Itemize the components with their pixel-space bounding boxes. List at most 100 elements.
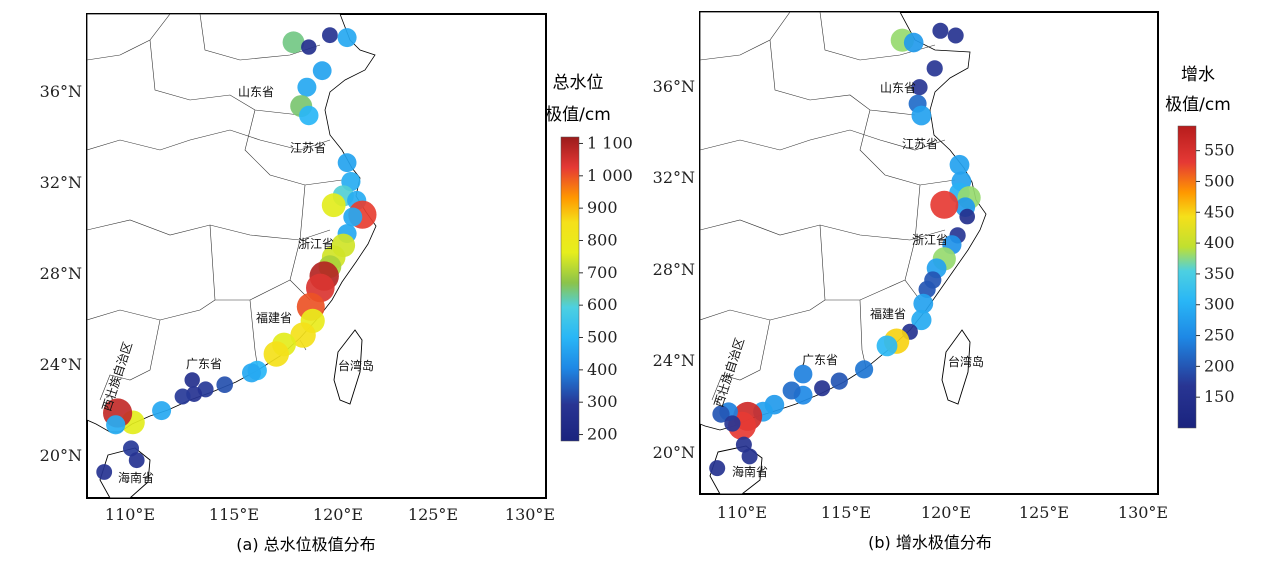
y-tick-20-b: 20°N [653, 443, 695, 462]
colorbar-b-title-1: 增水 [1181, 65, 1215, 85]
station-point [184, 372, 200, 388]
taiwan-island-b [941, 329, 971, 405]
colorbar-tick-label: 700 [587, 263, 618, 282]
station-point [322, 27, 338, 44]
colorbar-b-scale [1177, 125, 1197, 429]
station-point [932, 22, 949, 39]
label-hainan-a: 海南省 [118, 470, 154, 485]
caption-a: (a) 总水位极值分布 [236, 535, 375, 554]
colorbar-tick-label: 1 100 [587, 133, 633, 152]
station-point [337, 153, 357, 173]
station-point [830, 372, 848, 390]
colorbar-tick-label: 600 [587, 295, 618, 314]
station-point [174, 388, 191, 405]
colorbar-tick-label: 500 [587, 328, 618, 347]
y-tick-28-b: 28°N [653, 260, 695, 279]
colorbar-tick-label: 900 [587, 198, 618, 217]
colorbar-tick-label: 450 [1204, 202, 1235, 221]
station-point [870, 0, 885, 8]
y-tick-32-a: 32°N [40, 173, 82, 192]
y-tick-24-a: 24°N [40, 355, 82, 374]
station-point [911, 79, 928, 96]
station-point [741, 448, 758, 465]
label-shandong-b: 山东省 [880, 81, 916, 95]
y-tick-20-a: 20°N [40, 446, 82, 465]
station-point [343, 207, 363, 227]
y-tick-28-a: 28°N [40, 264, 82, 283]
y-tick-32-b: 32°N [653, 168, 695, 187]
axis-a: 36°N 32°N 28°N 24°N 20°N 110°E 115°E 120… [40, 82, 555, 524]
label-fujian-b: 福建省 [870, 306, 906, 321]
station-point [876, 335, 898, 357]
colorbar-tick-label: 550 [1204, 141, 1235, 160]
axis-b: 36°N 32°N 28°N 24°N 20°N 110°E 115°E 120… [653, 77, 1168, 522]
label-shandong-a: 山东省 [238, 85, 274, 99]
station-point [959, 208, 975, 225]
station-point [106, 415, 126, 435]
colorbar-tick-label: 150 [1204, 387, 1235, 406]
station-point [297, 77, 317, 97]
station-point [793, 364, 813, 384]
caption-b: (b) 增水极值分布 [868, 533, 992, 552]
station-point [724, 415, 741, 432]
station-point [918, 280, 936, 298]
station-point [312, 61, 332, 81]
label-taiwan-a: 台湾岛 [338, 358, 374, 373]
colorbar-tick-label: 800 [587, 230, 618, 249]
station-point [299, 105, 319, 126]
scatter-points-b [709, 0, 981, 477]
x-tick-125-a: 125°E [408, 505, 458, 524]
station-point [911, 309, 932, 331]
x-tick-110-a: 110°E [105, 505, 155, 524]
station-point [216, 376, 233, 394]
label-guangdong-a: 广东省 [186, 357, 222, 371]
label-jiangsu-b: 江苏省 [902, 137, 938, 151]
station-point [911, 105, 932, 126]
x-tick-120-a: 120°E [313, 505, 363, 524]
colorbar-tick-label: 200 [587, 425, 618, 444]
colorbar-a-title-1: 总水位 [553, 73, 604, 93]
station-point [913, 293, 934, 314]
colorbar-tick-label: 500 [1204, 171, 1235, 190]
station-point [947, 27, 964, 44]
y-tick-36-b: 36°N [653, 77, 695, 96]
colorbar-tick-label: 1 000 [587, 166, 633, 185]
colorbar-tick-label: 300 [587, 392, 618, 411]
label-taiwan-b: 台湾岛 [948, 354, 984, 369]
station-point [709, 460, 726, 477]
station-point [782, 381, 801, 400]
colorbar-tick-label: 300 [1204, 295, 1235, 314]
x-tick-120-b: 120°E [921, 503, 971, 522]
label-hainan-b: 海南省 [732, 464, 768, 479]
x-tick-115-a: 115°E [209, 505, 259, 524]
taiwan-island-a [333, 329, 363, 405]
colorbar-a-title-2: 极值/cm [545, 105, 611, 125]
scatter-points-a [96, 0, 377, 480]
station-point [926, 60, 943, 77]
station-point [930, 190, 959, 219]
station-point [290, 322, 316, 348]
y-tick-36-a: 36°N [40, 82, 82, 101]
colorbar-tick-label: 200 [1204, 356, 1235, 375]
station-point [242, 363, 261, 383]
colorbar-b-title-2: 极值/cm [1165, 95, 1231, 115]
station-point [255, 0, 275, 12]
label-jiangsu-a: 江苏省 [290, 141, 326, 155]
colorbar-a-scale [560, 136, 580, 442]
station-point [128, 452, 145, 469]
station-point [949, 154, 970, 175]
station-point [263, 341, 289, 367]
label-guangdong-b: 广东省 [802, 353, 838, 367]
station-point [301, 39, 317, 55]
station-point [712, 405, 730, 423]
x-tick-130-b: 130°E [1118, 503, 1168, 522]
label-zhejiang-a: 浙江省 [298, 237, 334, 251]
station-point [337, 28, 357, 48]
x-tick-130-a: 130°E [505, 505, 555, 524]
station-point [282, 31, 305, 54]
colorbar-tick-label: 250 [1204, 326, 1235, 345]
label-zhejiang-b: 浙江省 [912, 233, 948, 247]
station-point [123, 440, 139, 457]
colorbar-tick-label: 350 [1204, 264, 1235, 283]
station-point [814, 380, 831, 397]
